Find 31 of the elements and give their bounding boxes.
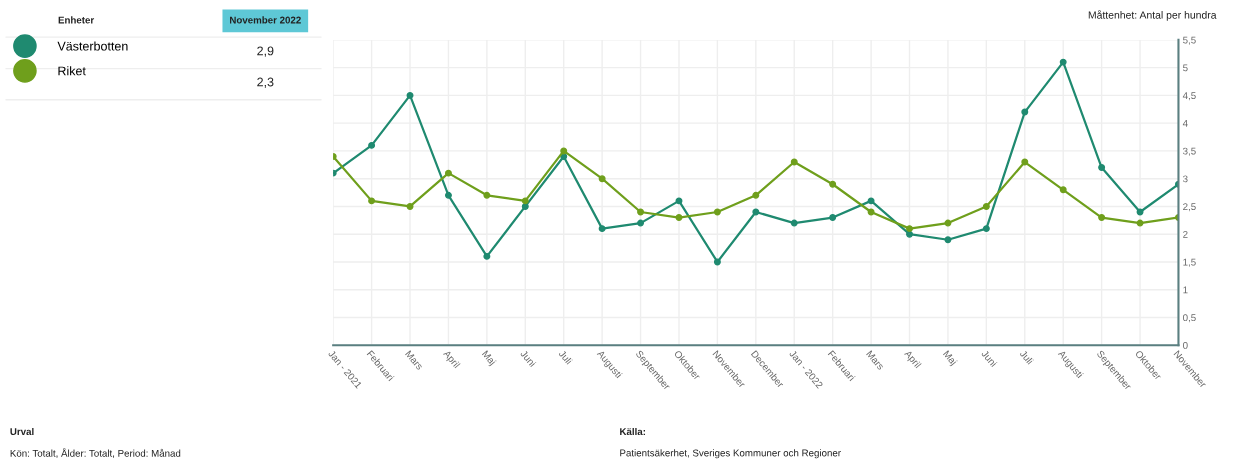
text: Patientsäkerhet, Sveriges Kommuner och Regioner <box>620 449 841 459</box>
y-tick-label: 1,5 <box>1183 258 1196 267</box>
y-tick-label: 4,5 <box>1182 92 1196 101</box>
y-tick-label: 2,5 <box>1183 203 1196 212</box>
y-tick-label: 0 <box>1183 341 1188 349</box>
text: Enheter <box>58 16 95 24</box>
y-tick-label: 4 <box>1182 120 1188 127</box>
text: Källa: <box>620 427 646 436</box>
x-tick-label: Maj <box>941 349 958 367</box>
text: Urval <box>10 427 34 436</box>
x-tick-label: Juli <box>558 349 573 365</box>
x-tick-label: Juni <box>980 349 998 368</box>
x-tick-label: Maj <box>480 349 497 367</box>
y-tick-label: 5 <box>1183 64 1188 72</box>
x-tick-label: April <box>902 349 922 370</box>
y-tick-label: 2 <box>1183 230 1188 238</box>
text: Kön: Totalt, Ålder: Totalt, Period: Månad <box>10 448 181 458</box>
text: November 2022 <box>230 16 301 24</box>
y-tick-label: 1 <box>1183 286 1188 294</box>
y-tick-label: 3,5 <box>1183 147 1196 156</box>
y-tick-label: 3 <box>1183 175 1188 183</box>
y-tick-label: 5,5 <box>1183 36 1196 45</box>
x-tick-label: Juli <box>1019 349 1034 365</box>
x-tick-label: April <box>441 349 461 370</box>
text: 2,9 <box>257 46 274 57</box>
legend-label: Riket <box>58 66 86 76</box>
y-tick-label: 0,5 <box>1183 314 1196 323</box>
x-tick-label: Juni <box>519 349 537 368</box>
text: 2,3 <box>257 77 274 88</box>
y-axis-title: Måttenhet: Antal per hundra <box>1088 10 1217 21</box>
legend-label: Västerbotten <box>57 41 128 51</box>
